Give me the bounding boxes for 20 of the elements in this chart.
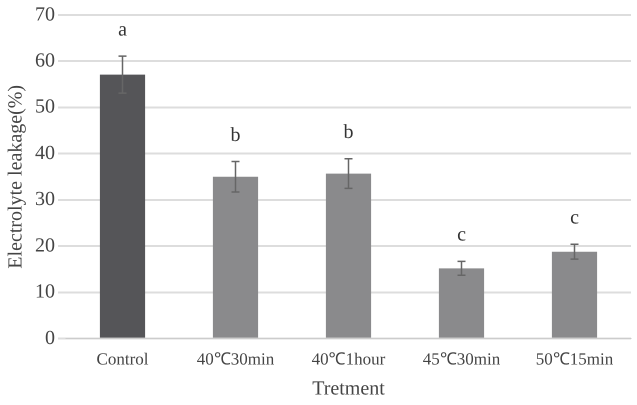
y-tick-label: 70 (35, 3, 55, 26)
x-tick-label: 40℃1hour (312, 349, 386, 368)
y-tick-label: 10 (35, 280, 55, 303)
annotation: c (457, 224, 466, 246)
x-tick-label: Control (96, 349, 149, 368)
y-tick-label: 40 (35, 142, 55, 164)
annotation: b (344, 121, 354, 144)
annotation: b (230, 124, 240, 146)
y-axis-title: Electrolyte leakage(%) (4, 84, 26, 269)
annotation: a (118, 18, 128, 40)
y-tick-label: 20 (35, 234, 55, 256)
y-tick-label: 60 (35, 49, 55, 72)
x-tick-label: 50℃15min (536, 349, 614, 368)
x-tick-label: 40℃30min (196, 349, 275, 368)
x-tick-label: 45℃30min (422, 349, 501, 368)
y-tick-label: 50 (35, 96, 55, 118)
annotation: c (570, 206, 580, 229)
y-tick-label: 0 (45, 326, 55, 349)
y-tick-label: 30 (35, 188, 55, 210)
x-axis-title: Tretment (312, 377, 386, 400)
